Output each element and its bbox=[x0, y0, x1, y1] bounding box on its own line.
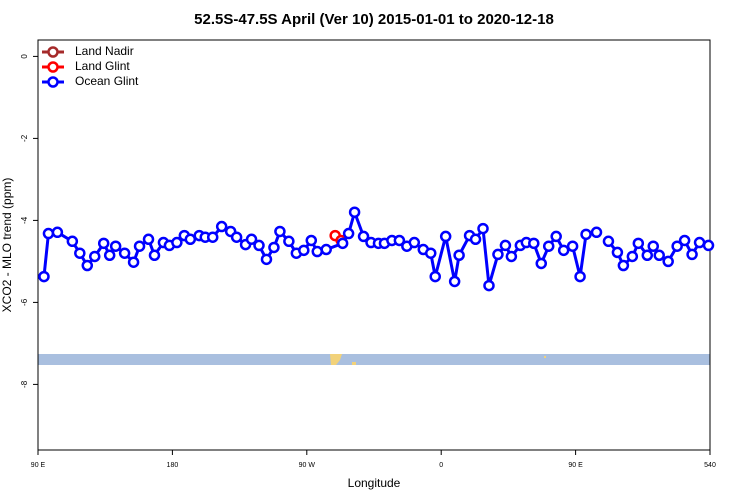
x-tick-label: 90 W bbox=[299, 462, 316, 469]
data-point bbox=[127, 256, 140, 268]
data-point bbox=[118, 247, 131, 259]
y-tick-label: -2 bbox=[20, 134, 29, 142]
data-point bbox=[671, 240, 683, 252]
data-point bbox=[448, 275, 461, 288]
data-point bbox=[653, 249, 665, 261]
data-point bbox=[574, 270, 586, 283]
data-point bbox=[171, 236, 183, 249]
data-point bbox=[641, 249, 654, 261]
legend-label: Ocean Glint bbox=[75, 74, 139, 88]
data-point bbox=[662, 255, 674, 268]
data-point bbox=[499, 239, 512, 252]
data-point bbox=[686, 248, 698, 261]
legend-marker bbox=[47, 61, 59, 73]
data-point bbox=[268, 241, 280, 254]
data-point bbox=[245, 233, 258, 246]
data-point bbox=[51, 226, 64, 239]
x-tick-label: 90 E bbox=[31, 462, 46, 469]
data-point bbox=[626, 250, 639, 263]
y-tick-label: -8 bbox=[20, 380, 29, 388]
data-point bbox=[617, 259, 630, 272]
data-point bbox=[206, 231, 219, 243]
data-point bbox=[678, 234, 691, 247]
legend-label: Land Glint bbox=[75, 59, 130, 73]
data-point bbox=[469, 233, 482, 246]
legend-marker bbox=[47, 46, 59, 58]
data-point bbox=[477, 222, 489, 235]
data-point bbox=[357, 230, 370, 243]
data-point bbox=[81, 259, 94, 272]
map-strip bbox=[38, 354, 710, 365]
x-tick-label: 540 bbox=[704, 462, 716, 469]
data-point bbox=[298, 244, 310, 257]
data-point bbox=[148, 249, 161, 261]
data-point bbox=[133, 240, 146, 252]
data-point bbox=[542, 240, 555, 252]
data-point bbox=[230, 231, 243, 243]
data-point bbox=[260, 253, 273, 266]
data-point bbox=[283, 235, 295, 248]
y-axis-label: XCO2 - MLO trend (ppm) bbox=[0, 178, 14, 313]
data-point bbox=[429, 270, 441, 283]
data-point bbox=[693, 236, 706, 249]
data-point bbox=[566, 240, 579, 252]
data-point bbox=[215, 220, 228, 233]
data-point bbox=[74, 247, 86, 259]
data-point bbox=[590, 226, 603, 239]
data-point bbox=[632, 237, 645, 250]
x-tick-label: 90 E bbox=[568, 462, 583, 469]
data-point bbox=[393, 234, 406, 247]
data-point bbox=[580, 228, 592, 241]
data-point bbox=[528, 237, 540, 250]
legend-marker bbox=[47, 76, 59, 88]
data-point bbox=[311, 245, 324, 258]
data-point bbox=[88, 250, 101, 263]
data-point bbox=[602, 235, 615, 248]
data-point bbox=[342, 227, 355, 240]
data-point bbox=[439, 230, 452, 243]
x-axis-label: Longitude bbox=[348, 476, 401, 490]
data-point bbox=[253, 239, 265, 252]
x-tick-label: 0 bbox=[439, 462, 443, 469]
data-point bbox=[647, 240, 660, 252]
x-tick-label: 180 bbox=[167, 462, 179, 469]
data-point bbox=[557, 244, 570, 257]
data-point bbox=[274, 225, 286, 238]
data-point bbox=[66, 235, 79, 248]
data-point bbox=[550, 230, 562, 243]
data-point bbox=[702, 239, 715, 252]
data-point bbox=[348, 206, 361, 218]
data-point bbox=[38, 270, 50, 283]
data-point bbox=[408, 236, 421, 249]
data-point bbox=[535, 257, 548, 270]
data-point bbox=[492, 248, 504, 261]
y-tick-label: 0 bbox=[20, 54, 29, 59]
y-tick-label: -6 bbox=[20, 298, 29, 306]
chart-title: 52.5S-47.5S April (Ver 10) 2015-01-01 to… bbox=[194, 11, 554, 28]
data-point bbox=[483, 279, 495, 292]
data-point bbox=[42, 227, 55, 240]
data-point bbox=[336, 237, 349, 250]
data-point bbox=[103, 249, 116, 261]
data-point bbox=[505, 250, 518, 263]
legend-label: Land Nadir bbox=[75, 44, 134, 58]
data-point bbox=[184, 233, 197, 246]
data-point bbox=[142, 233, 155, 246]
data-point bbox=[109, 240, 122, 252]
data-point bbox=[453, 249, 465, 261]
data-point bbox=[424, 247, 437, 259]
data-point bbox=[611, 246, 624, 259]
data-point bbox=[97, 237, 110, 250]
data-point bbox=[320, 243, 332, 256]
y-tick-label: -4 bbox=[20, 216, 29, 224]
data-point bbox=[305, 234, 318, 247]
